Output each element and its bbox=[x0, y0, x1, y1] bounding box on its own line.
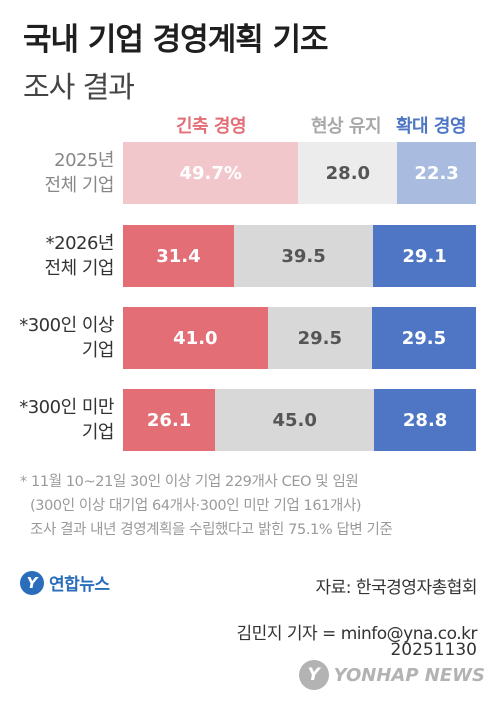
category-label-line: *2026년 bbox=[45, 233, 115, 254]
bar-segment-expansion: 29.5 bbox=[371, 307, 476, 369]
watermark-text: YONHAP NEWS bbox=[333, 664, 485, 686]
data-label: 39.5 bbox=[281, 245, 326, 267]
category-label-line: 2025년 bbox=[54, 150, 114, 171]
footnote-line: * 11월 10~21일 30인 이상 기업 229개사 CEO 및 임원 bbox=[20, 474, 359, 490]
source-credit: 자료: 한국경영자총협회 bbox=[315, 578, 477, 598]
page-title: 국내 기업 경영계획 기조 bbox=[23, 22, 329, 58]
footnote: * 11월 10~21일 30인 이상 기업 229개사 CEO 및 임원 (3… bbox=[20, 470, 490, 542]
bar-row: 41.0 29.5 29.5 bbox=[123, 307, 476, 369]
data-label: 45.0 bbox=[272, 409, 317, 431]
data-label: 29.1 bbox=[402, 245, 447, 267]
yonhap-logo-icon: Y bbox=[20, 570, 44, 595]
footnote-line: (300인 이상 대기업 64개사·300인 미만 기업 161개사) bbox=[30, 498, 362, 514]
bar-row: 49.7% 28.0 22.3 bbox=[123, 142, 476, 204]
reporter-credit: 김민지 기자 = minfo@yna.co.kr bbox=[236, 624, 478, 644]
yonhap-logo: Y 연합뉴스 bbox=[20, 570, 110, 595]
legend-item-expansion: 확대 경영 bbox=[396, 116, 467, 137]
category-label-line: 기업 bbox=[81, 422, 115, 443]
data-label: 22.3 bbox=[414, 162, 459, 184]
legend-item-status-quo: 현상 유지 bbox=[311, 116, 382, 137]
category-label-line: *300인 이상 bbox=[19, 315, 114, 336]
watermark-logo-icon: Y bbox=[298, 660, 329, 690]
bar-segment-austerity: 49.7% bbox=[123, 142, 299, 204]
legend-item-austerity: 긴축 경영 bbox=[176, 116, 247, 137]
category-label-line: 전체 기업 bbox=[44, 175, 115, 196]
bar-row: 31.4 39.5 29.1 bbox=[123, 225, 476, 287]
data-label: 29.5 bbox=[297, 327, 342, 349]
bar-row: 26.1 45.0 28.8 bbox=[123, 389, 476, 451]
bar-segment-austerity: 41.0 bbox=[123, 307, 268, 369]
data-label: 49.7% bbox=[179, 162, 242, 184]
publish-date: 20251130 bbox=[390, 640, 477, 660]
bar-segment-expansion: 22.3 bbox=[397, 142, 476, 204]
bar-segment-expansion: 29.1 bbox=[373, 225, 476, 287]
data-label: 28.0 bbox=[325, 162, 371, 184]
data-label: 41.0 bbox=[173, 327, 218, 349]
category-label-line: 전체 기업 bbox=[44, 258, 115, 279]
footnote-line: 조사 결과 내년 경영계획을 수립했다고 밝힌 75.1% 답변 기준 bbox=[30, 522, 393, 538]
bar-segment-austerity: 26.1 bbox=[123, 389, 216, 451]
bar-segment-status-quo: 28.0 bbox=[298, 142, 398, 204]
data-label: 29.5 bbox=[401, 327, 447, 349]
category-label-line: *300인 미만 bbox=[19, 397, 114, 418]
bar-segment-status-quo: 39.5 bbox=[233, 225, 374, 287]
category-label-line: 기업 bbox=[81, 340, 115, 361]
data-label: 31.4 bbox=[156, 245, 201, 267]
data-label: 26.1 bbox=[146, 409, 192, 431]
bar-segment-status-quo: 45.0 bbox=[215, 389, 375, 451]
data-label: 28.8 bbox=[402, 409, 448, 431]
bar-segment-expansion: 28.8 bbox=[374, 389, 476, 451]
bar-segment-status-quo: 29.5 bbox=[267, 307, 372, 369]
page-subtitle: 조사 결과 bbox=[23, 70, 135, 104]
yonhap-watermark: Y YONHAP NEWS bbox=[298, 660, 485, 690]
yonhap-logo-text: 연합뉴스 bbox=[49, 575, 110, 595]
bar-segment-austerity: 31.4 bbox=[123, 225, 234, 287]
